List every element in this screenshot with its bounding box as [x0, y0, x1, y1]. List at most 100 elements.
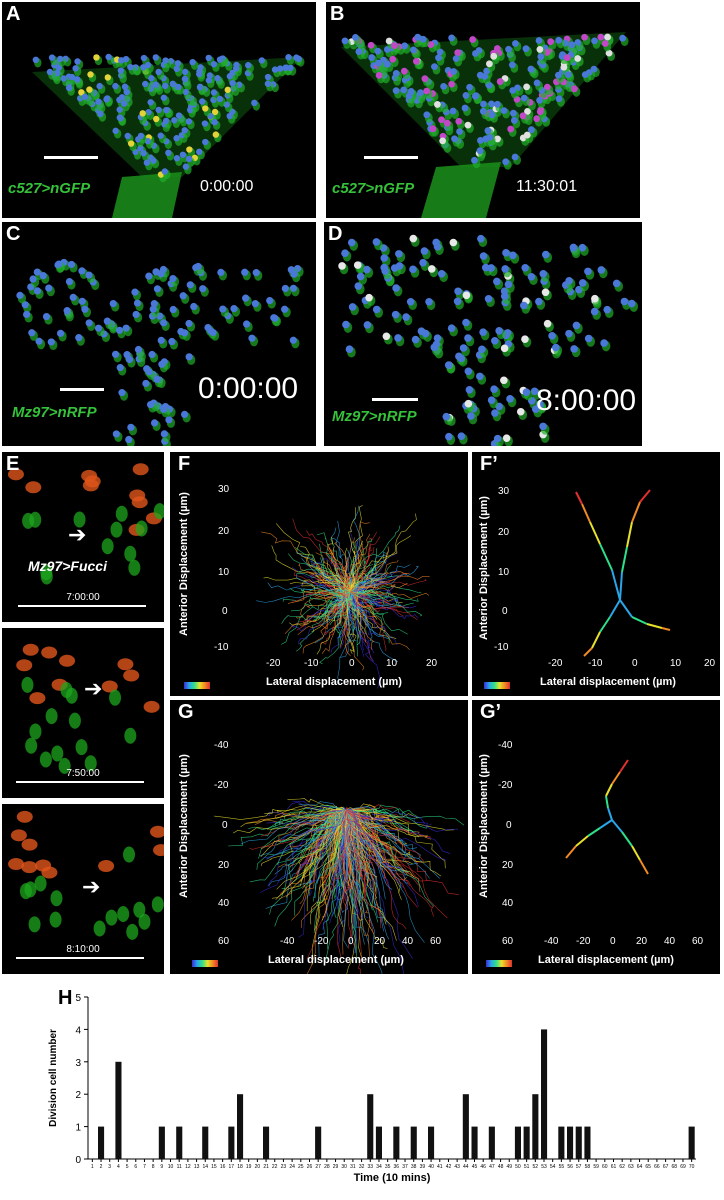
- cell-marker: [496, 78, 504, 85]
- cell-track: [328, 589, 351, 598]
- cell-marker: [493, 434, 502, 443]
- cell-marker: [132, 310, 140, 319]
- cell-marker: [487, 396, 496, 404]
- cell-marker: [202, 105, 209, 112]
- x-tick-label: 6: [134, 1164, 137, 1170]
- cell-track: [348, 591, 365, 657]
- cell-marker: [536, 46, 544, 53]
- cell-marker: [219, 305, 227, 313]
- panel-g-prime-ylabel: Anterior Displacement (µm): [477, 754, 490, 898]
- cell-marker: [500, 292, 509, 300]
- cell-marker: [508, 61, 516, 69]
- cell-marker: [509, 251, 517, 260]
- cell-track: [349, 572, 389, 594]
- cell-marker: [490, 385, 498, 393]
- cell-marker: [65, 84, 73, 92]
- cell-marker: [216, 56, 224, 63]
- cell-marker: [186, 146, 193, 153]
- cell-marker: [48, 54, 56, 61]
- cell-marker: [140, 149, 147, 157]
- cell-marker: [533, 115, 541, 123]
- x-tick-label: 22: [272, 1164, 278, 1170]
- cell-marker: [543, 83, 551, 91]
- cell-marker: [572, 321, 581, 330]
- cell-marker: [374, 47, 382, 55]
- cell-marker: [118, 389, 126, 397]
- cell-track: [348, 535, 412, 593]
- fucci-green-nucleus: [115, 505, 128, 522]
- cell-marker: [75, 334, 83, 342]
- panel-g-ytick: -20: [214, 780, 229, 791]
- cell-track: [626, 521, 633, 548]
- panel-c-scalebar: [60, 388, 104, 391]
- cell-marker: [226, 112, 233, 120]
- cell-marker: [174, 60, 182, 67]
- cell-marker: [363, 321, 372, 329]
- bar-17: [228, 1126, 235, 1159]
- cell-marker: [487, 100, 495, 108]
- cell-marker: [433, 101, 441, 108]
- cell-track: [349, 591, 430, 599]
- cell-marker: [530, 387, 539, 396]
- panel-b-scalebar: [364, 156, 418, 159]
- x-tick-label: 7: [143, 1164, 146, 1170]
- cell-track: [605, 783, 613, 797]
- arrow-icon: ➔: [84, 676, 103, 701]
- x-tick-label: 17: [229, 1164, 235, 1170]
- fucci-green-nucleus: [151, 896, 164, 913]
- cell-track: [345, 806, 400, 841]
- panel-a: A c527>nGFP 0:00:00: [2, 2, 316, 218]
- cell-marker: [185, 319, 193, 328]
- cell-marker: [96, 82, 103, 90]
- cell-track: [345, 809, 397, 941]
- cell-marker: [206, 72, 214, 79]
- cell-marker: [612, 279, 621, 288]
- panel-f-prime-xtick: 20: [704, 658, 716, 669]
- chart-h-ylabel: Division cell number: [48, 1029, 59, 1127]
- cell-track: [298, 591, 351, 645]
- cell-marker: [168, 337, 176, 346]
- cell-marker: [400, 86, 408, 94]
- bar-27: [315, 1126, 322, 1159]
- fucci-green-nucleus: [29, 723, 42, 740]
- cell-track: [330, 807, 347, 862]
- cell-marker: [355, 48, 363, 55]
- panel-g-colorbar: [192, 960, 218, 967]
- fucci-green-nucleus: [65, 687, 78, 704]
- stalk-region: [421, 162, 501, 218]
- cell-marker: [105, 53, 112, 61]
- x-tick-label: 41: [437, 1164, 443, 1170]
- cell-marker: [229, 79, 236, 87]
- fucci-green-nucleus: [128, 559, 141, 576]
- cell-marker: [431, 63, 438, 71]
- cell-marker: [491, 409, 499, 417]
- fucci-red-nucleus: [150, 825, 164, 838]
- cell-marker: [78, 297, 86, 305]
- fucci-red-nucleus: [16, 659, 33, 672]
- cell-marker: [401, 42, 409, 50]
- x-tick-label: 51: [524, 1164, 530, 1170]
- cell-track: [320, 557, 351, 593]
- x-tick-label: 66: [654, 1164, 660, 1170]
- cell-track: [611, 819, 623, 833]
- cell-marker: [449, 238, 458, 247]
- bar-2: [98, 1126, 105, 1159]
- cell-marker: [531, 405, 540, 413]
- cell-marker: [143, 159, 151, 166]
- cell-marker: [276, 65, 284, 72]
- x-tick-label: 24: [289, 1164, 295, 1170]
- cell-track: [301, 809, 347, 928]
- cell-marker: [271, 66, 279, 73]
- cell-marker: [400, 67, 408, 75]
- cell-marker: [500, 344, 509, 353]
- cell-marker: [186, 106, 194, 114]
- cell-marker: [420, 247, 429, 255]
- cell-marker: [140, 54, 148, 62]
- cell-marker: [506, 395, 514, 403]
- cell-marker: [341, 249, 349, 257]
- panel-g-prime-ytick: -20: [498, 780, 513, 791]
- cell-track: [266, 809, 347, 825]
- cell-marker: [158, 360, 166, 368]
- x-tick-label: 56: [567, 1164, 573, 1170]
- cell-marker: [423, 111, 431, 119]
